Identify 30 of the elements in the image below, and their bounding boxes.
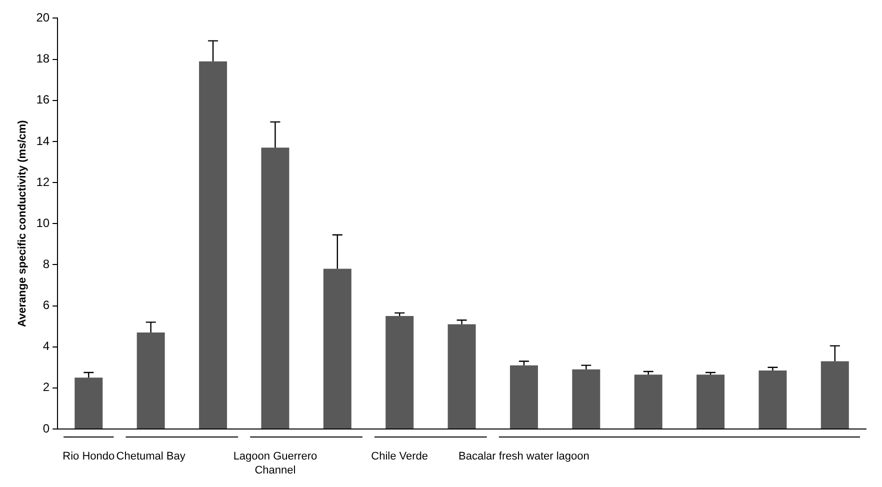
y-tick-label: 10 [36,216,50,230]
bar [136,332,165,428]
y-tick-label: 16 [36,92,50,107]
y-tick-label: 4 [42,339,50,354]
bar [820,361,849,428]
bar [696,374,725,428]
y-tick-label: 18 [36,52,50,66]
x-tick-label: Rio Hondo [62,450,115,463]
bar [261,148,290,428]
bar [74,378,103,428]
bar [323,268,352,428]
x-tick-label: Chile Verde [371,450,428,463]
y-tick-label: 20 [36,10,50,25]
x-tick-label: Bacalar fresh water lagoon [458,450,590,463]
x-tick-label: Chetumal Bay [116,450,186,463]
y-tick-label: 2 [42,380,50,394]
y-tick-label: 12 [36,174,50,189]
bar [448,324,476,428]
y-tick-label: 0 [42,421,50,436]
y-tick-label: 6 [42,298,50,312]
bar [758,370,787,428]
x-tick-label: Lagoon Guerrero Channel [233,450,318,477]
bar [510,365,538,428]
bar [572,369,600,428]
bar [386,316,414,428]
y-tick-label: 8 [42,256,50,271]
bar [199,61,228,428]
y-axis-title: Averange specific conductivity (ms/cm) [16,120,29,328]
y-tick-label: 14 [36,134,50,148]
bar [634,374,662,428]
